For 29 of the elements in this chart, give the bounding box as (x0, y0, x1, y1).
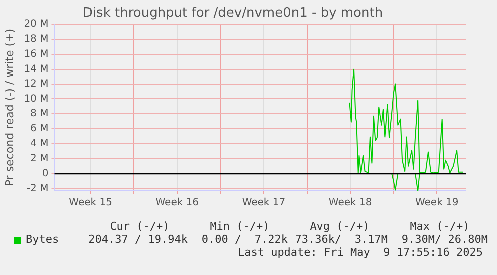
text: 0.00 / 7.22k (202, 233, 288, 246)
y-tick-label: 8 M (30, 108, 49, 120)
chart-title: Disk throughput for /dev/nvme0n1 - by month (82, 6, 384, 22)
y-tick-label: 4 M (30, 138, 49, 150)
y-tick-label: 16 M (24, 49, 49, 60)
text: Min (-/+) (209, 220, 271, 233)
text: Avg (-/+) (309, 220, 371, 233)
text: Max (-/+) (409, 220, 471, 233)
y-axis-title: Pr second read (-) / write (+) (3, 28, 16, 187)
x-tick-label: Week 19 (415, 198, 459, 209)
y-tick-label: 6 M (30, 124, 49, 135)
text: Cur (-/+) (109, 220, 171, 233)
x-tick-label: Week 15 (69, 198, 112, 209)
y-tick-label: 0 (42, 168, 49, 180)
y-tick-label: -2 M (26, 183, 49, 194)
y-tick-label: 20 M (24, 19, 49, 30)
y-tick-label: 14 M (24, 64, 49, 75)
x-tick-label: Week 18 (328, 198, 372, 209)
text: 73.36k/ 3.17M (295, 233, 388, 246)
y-tick-label: 12 M (24, 78, 49, 90)
legend-label: Bytes (26, 233, 60, 246)
text: 9.30M/ 26.80M (402, 233, 488, 246)
y-tick-label: 10 M (24, 94, 49, 105)
y-tick-label: 2 M (30, 154, 49, 165)
y-tick-label: 18 M (24, 34, 49, 46)
x-tick-label: Week 16 (156, 198, 200, 209)
x-tick-label: Week 17 (242, 198, 286, 209)
text: Last update: Fri May 9 17:55:16 2025 (238, 246, 483, 259)
text: 204.37 / 19.94k (88, 233, 188, 246)
